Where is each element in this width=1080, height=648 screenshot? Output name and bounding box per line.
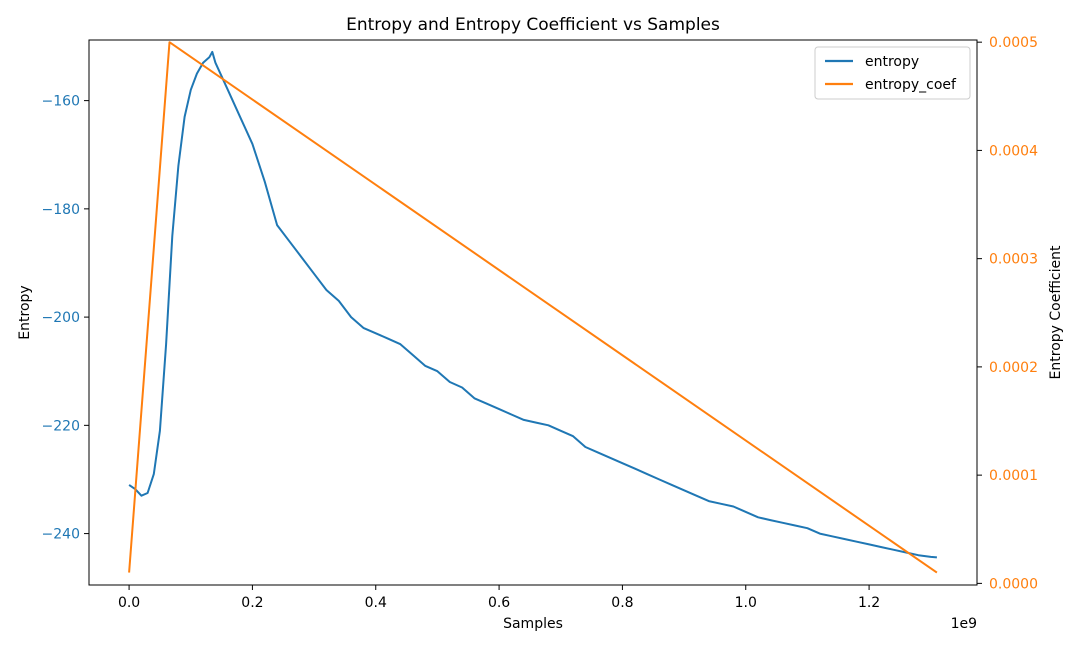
x-tick-label: 0.6 xyxy=(488,595,510,611)
y-right-tick-label: 0.0000 xyxy=(989,576,1038,592)
legend-label-entropy-coef: entropy_coef xyxy=(865,77,957,93)
y-left-tick-label: −160 xyxy=(42,94,80,110)
x-axis-label: Samples xyxy=(503,616,563,632)
series-line-entropy-coef xyxy=(128,41,938,574)
y-axis-left: −160 −180 −200 −220 −240 xyxy=(42,94,89,543)
x-tick-label: 0.8 xyxy=(611,595,633,611)
y-right-tick-label: 0.0004 xyxy=(989,143,1038,159)
y-axis-right: 0.0000 0.0001 0.0002 0.0003 0.0004 0.0005 xyxy=(977,35,1038,592)
y-right-tick-label: 0.0002 xyxy=(989,360,1038,376)
y-left-tick-label: −240 xyxy=(42,527,80,543)
x-tick-label: 0.2 xyxy=(241,595,263,611)
series-layer xyxy=(128,41,938,574)
x-tick-label: 0.0 xyxy=(118,595,140,611)
y-left-tick-label: −180 xyxy=(42,202,80,218)
series-line-entropy xyxy=(128,50,937,559)
y-axis-left-label: Entropy xyxy=(17,285,33,339)
y-left-tick-label: −200 xyxy=(42,310,80,326)
x-axis: 0.0 0.2 0.4 0.6 0.8 1.0 1.2 xyxy=(118,585,880,611)
y-right-tick-label: 0.0003 xyxy=(989,252,1038,268)
chart-title: Entropy and Entropy Coefficient vs Sampl… xyxy=(346,15,720,35)
x-axis-offset: 1e9 xyxy=(951,616,977,632)
legend: entropy entropy_coef xyxy=(814,46,971,100)
x-tick-label: 1.0 xyxy=(735,595,757,611)
plot-frame xyxy=(88,39,978,586)
legend-box xyxy=(814,46,971,100)
y-axis-right-label: Entropy Coefficient xyxy=(1048,245,1064,379)
y-right-tick-label: 0.0005 xyxy=(989,35,1038,51)
legend-label-entropy: entropy xyxy=(865,54,919,70)
x-tick-label: 0.4 xyxy=(365,595,387,611)
x-tick-label: 1.2 xyxy=(858,595,880,611)
y-left-tick-label: −220 xyxy=(42,418,80,434)
y-right-tick-label: 0.0001 xyxy=(989,468,1038,484)
